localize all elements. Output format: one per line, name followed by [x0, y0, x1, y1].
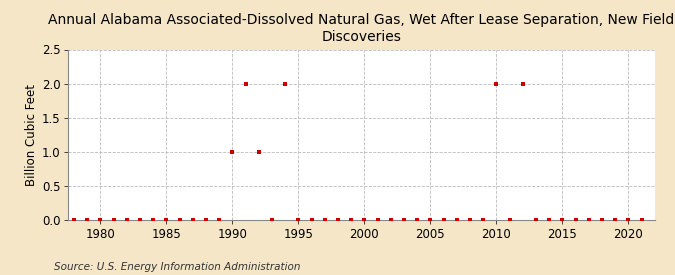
Y-axis label: Billion Cubic Feet: Billion Cubic Feet [25, 84, 38, 186]
Title: Annual Alabama Associated-Dissolved Natural Gas, Wet After Lease Separation, New: Annual Alabama Associated-Dissolved Natu… [48, 13, 674, 44]
Text: Source: U.S. Energy Information Administration: Source: U.S. Energy Information Administ… [54, 262, 300, 272]
